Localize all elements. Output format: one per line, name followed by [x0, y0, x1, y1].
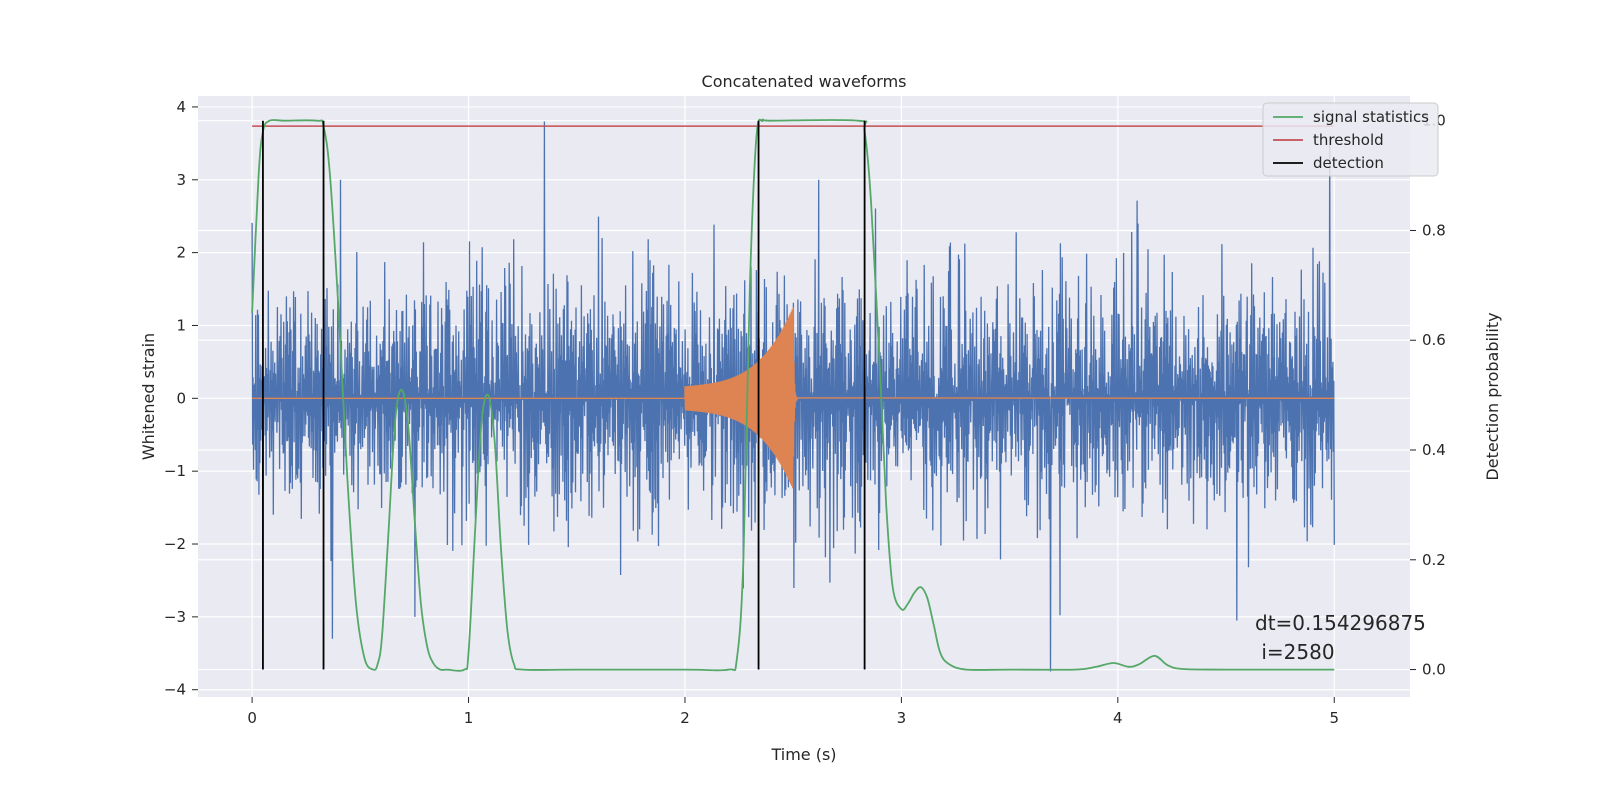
x-tick-label-5: 5 [1329, 709, 1339, 727]
legend-box [1262, 102, 1439, 177]
y-left-tick-label-6: −2 [164, 535, 186, 553]
legend-entry-threshold: threshold [1313, 131, 1384, 149]
y-left-tick-label-2: 2 [176, 244, 186, 262]
annotation-dt: dt=0.154296875 [1255, 611, 1426, 635]
x-tick-label-1: 1 [464, 709, 474, 727]
y-left-tick-label-1: 3 [176, 171, 186, 189]
y-right-tick-label-0: 0.0 [1422, 661, 1446, 679]
legend-entry-detection: detection [1313, 154, 1384, 172]
legend-entry-signal-statistics: signal statistics [1313, 108, 1429, 126]
y-left-tick-label-0: 4 [176, 98, 186, 116]
annotation-index: i=2580 [1255, 640, 1335, 664]
injection-line [252, 307, 1335, 489]
y-left-tick-label-8: −4 [164, 681, 186, 699]
y-right-tick-label-3: 0.6 [1422, 331, 1446, 349]
y-right-tick-label-1: 0.2 [1422, 551, 1446, 569]
signal-statistics-line [251, 118, 1335, 672]
legend: signal statistics threshold detection [1262, 102, 1439, 177]
y-left-tick-label-7: −3 [164, 608, 186, 626]
detection-series [262, 120, 866, 670]
x-tick-label-4: 4 [1113, 709, 1123, 727]
y-axis-label-left: Whitened strain [139, 333, 158, 460]
y-right-tick-label-4: 0.8 [1422, 221, 1446, 239]
injection-series [252, 307, 1335, 489]
chart-title: Concatenated waveforms [702, 72, 907, 91]
x-tick-label-3: 3 [897, 709, 907, 727]
x-tick-label-0: 0 [247, 709, 257, 727]
y-right-tick-label-2: 0.4 [1422, 441, 1446, 459]
y-axis-label-right: Detection probability [1483, 312, 1502, 480]
y-left-tick-label-5: −1 [164, 462, 186, 480]
signal-statistics-series [251, 118, 1335, 672]
y-left-tick-label-3: 1 [176, 316, 186, 334]
x-tick-label-2: 2 [680, 709, 690, 727]
y-left-tick-label-4: 0 [176, 389, 186, 407]
x-axis-label: Time (s) [770, 745, 836, 764]
